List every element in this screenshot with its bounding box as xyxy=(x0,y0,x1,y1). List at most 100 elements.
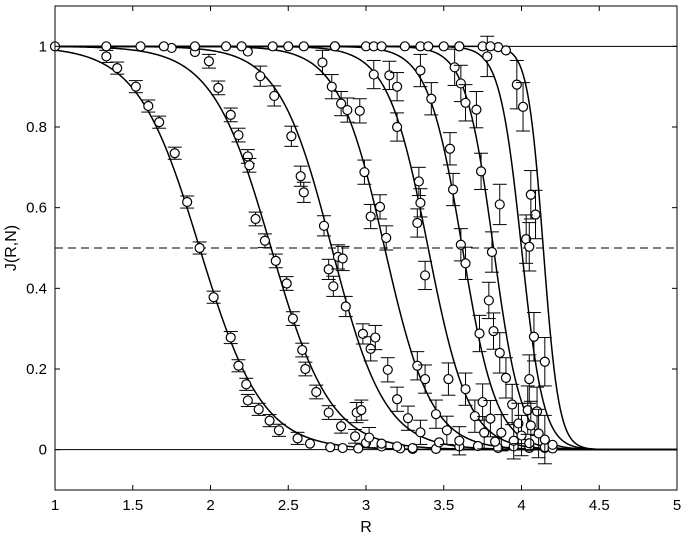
marker-series-4 xyxy=(412,360,423,371)
marker-series-6 xyxy=(488,325,499,337)
marker-series-3 xyxy=(236,41,247,52)
marker-series-2 xyxy=(356,405,367,416)
data-point xyxy=(442,132,457,166)
data-point xyxy=(441,362,456,396)
data-point xyxy=(458,372,473,406)
marker-series-0 xyxy=(304,438,316,449)
marker-series-3 xyxy=(402,413,414,424)
marker-series-2 xyxy=(295,171,306,182)
data-point xyxy=(242,157,257,173)
y-tick-label: 0 xyxy=(39,442,47,459)
data-point xyxy=(298,41,309,52)
data-point xyxy=(135,41,146,52)
data-point xyxy=(411,166,426,197)
marker-series-3 xyxy=(382,364,393,375)
marker-series-4 xyxy=(472,440,484,452)
x-tick-label: 3 xyxy=(362,497,370,514)
marker-series-8 xyxy=(524,241,535,252)
marker-series-5 xyxy=(329,41,340,52)
x-tick-label: 3.5 xyxy=(433,497,454,514)
marker-series-1 xyxy=(225,109,236,121)
marker-series-3 xyxy=(336,98,347,109)
data-point xyxy=(484,231,499,273)
marker-series-1 xyxy=(300,363,311,375)
marker-series-7 xyxy=(507,399,518,410)
marker-series-7 xyxy=(513,418,524,429)
data-point xyxy=(506,422,521,460)
data-point xyxy=(418,260,433,291)
marker-series-1 xyxy=(250,213,261,225)
data-point xyxy=(413,419,428,445)
data-point xyxy=(223,330,238,345)
data-point xyxy=(494,414,509,452)
data-point xyxy=(428,399,443,429)
marker-series-3 xyxy=(415,427,426,438)
data-point xyxy=(524,438,535,449)
data-point xyxy=(486,312,501,350)
marker-series-5 xyxy=(399,41,410,52)
data-point xyxy=(240,393,255,408)
data-point xyxy=(520,385,535,435)
data-point xyxy=(348,429,363,444)
data-point xyxy=(268,253,283,269)
data-point xyxy=(390,72,405,102)
marker-series-4 xyxy=(430,409,442,420)
data-point xyxy=(248,211,263,227)
marker-series-1 xyxy=(281,278,292,289)
data-point xyxy=(101,41,112,52)
data-point xyxy=(284,125,299,147)
marker-series-3 xyxy=(298,41,309,52)
data-point xyxy=(298,361,313,377)
data-point xyxy=(413,53,428,88)
marker-series-4 xyxy=(392,121,403,133)
data-point xyxy=(152,115,167,129)
data-point xyxy=(366,59,381,90)
marker-series-8 xyxy=(528,331,540,342)
data-point xyxy=(290,431,305,445)
marker-series-2 xyxy=(269,90,280,102)
marker-series-6 xyxy=(474,328,485,339)
marker-series-3 xyxy=(433,437,445,448)
y-tick-label: 0.8 xyxy=(26,119,47,136)
data-point xyxy=(189,41,201,52)
marker-series-6 xyxy=(483,295,494,306)
marker-series-8 xyxy=(454,41,465,52)
marker-series-1 xyxy=(244,160,255,171)
data-point xyxy=(283,41,294,52)
marker-series-3 xyxy=(342,104,353,116)
data-point xyxy=(418,364,433,394)
data-point xyxy=(390,112,405,142)
data-point xyxy=(505,383,520,426)
data-point xyxy=(489,436,501,447)
data-point xyxy=(531,408,546,459)
x-axis-label: R xyxy=(360,519,372,536)
data-point xyxy=(514,414,529,457)
marker-series-0 xyxy=(194,242,205,254)
marker-series-1 xyxy=(233,129,244,141)
marker-series-3 xyxy=(354,105,365,116)
marker-series-2 xyxy=(220,41,232,52)
marker-series-6 xyxy=(485,413,496,424)
data-point xyxy=(446,172,461,207)
data-point xyxy=(353,443,364,454)
marker-series-5 xyxy=(489,436,501,447)
marker-series-0 xyxy=(337,442,348,454)
data-point xyxy=(523,400,538,451)
data-point xyxy=(267,41,278,52)
marker-series-8 xyxy=(539,356,550,367)
marker-series-4 xyxy=(368,69,379,80)
marker-series-1 xyxy=(101,41,112,52)
data-point xyxy=(158,41,169,52)
marker-series-4 xyxy=(412,217,423,229)
data-point xyxy=(220,41,232,52)
marker-series-7 xyxy=(486,246,498,258)
x-tick-label: 4 xyxy=(517,497,525,514)
marker-series-2 xyxy=(357,328,368,340)
marker-series-1 xyxy=(350,431,361,442)
marker-series-2 xyxy=(298,187,309,198)
marker-series-0 xyxy=(182,196,193,208)
data-point xyxy=(516,82,531,132)
marker-series-3 xyxy=(359,167,370,178)
marker-series-8 xyxy=(525,189,536,200)
